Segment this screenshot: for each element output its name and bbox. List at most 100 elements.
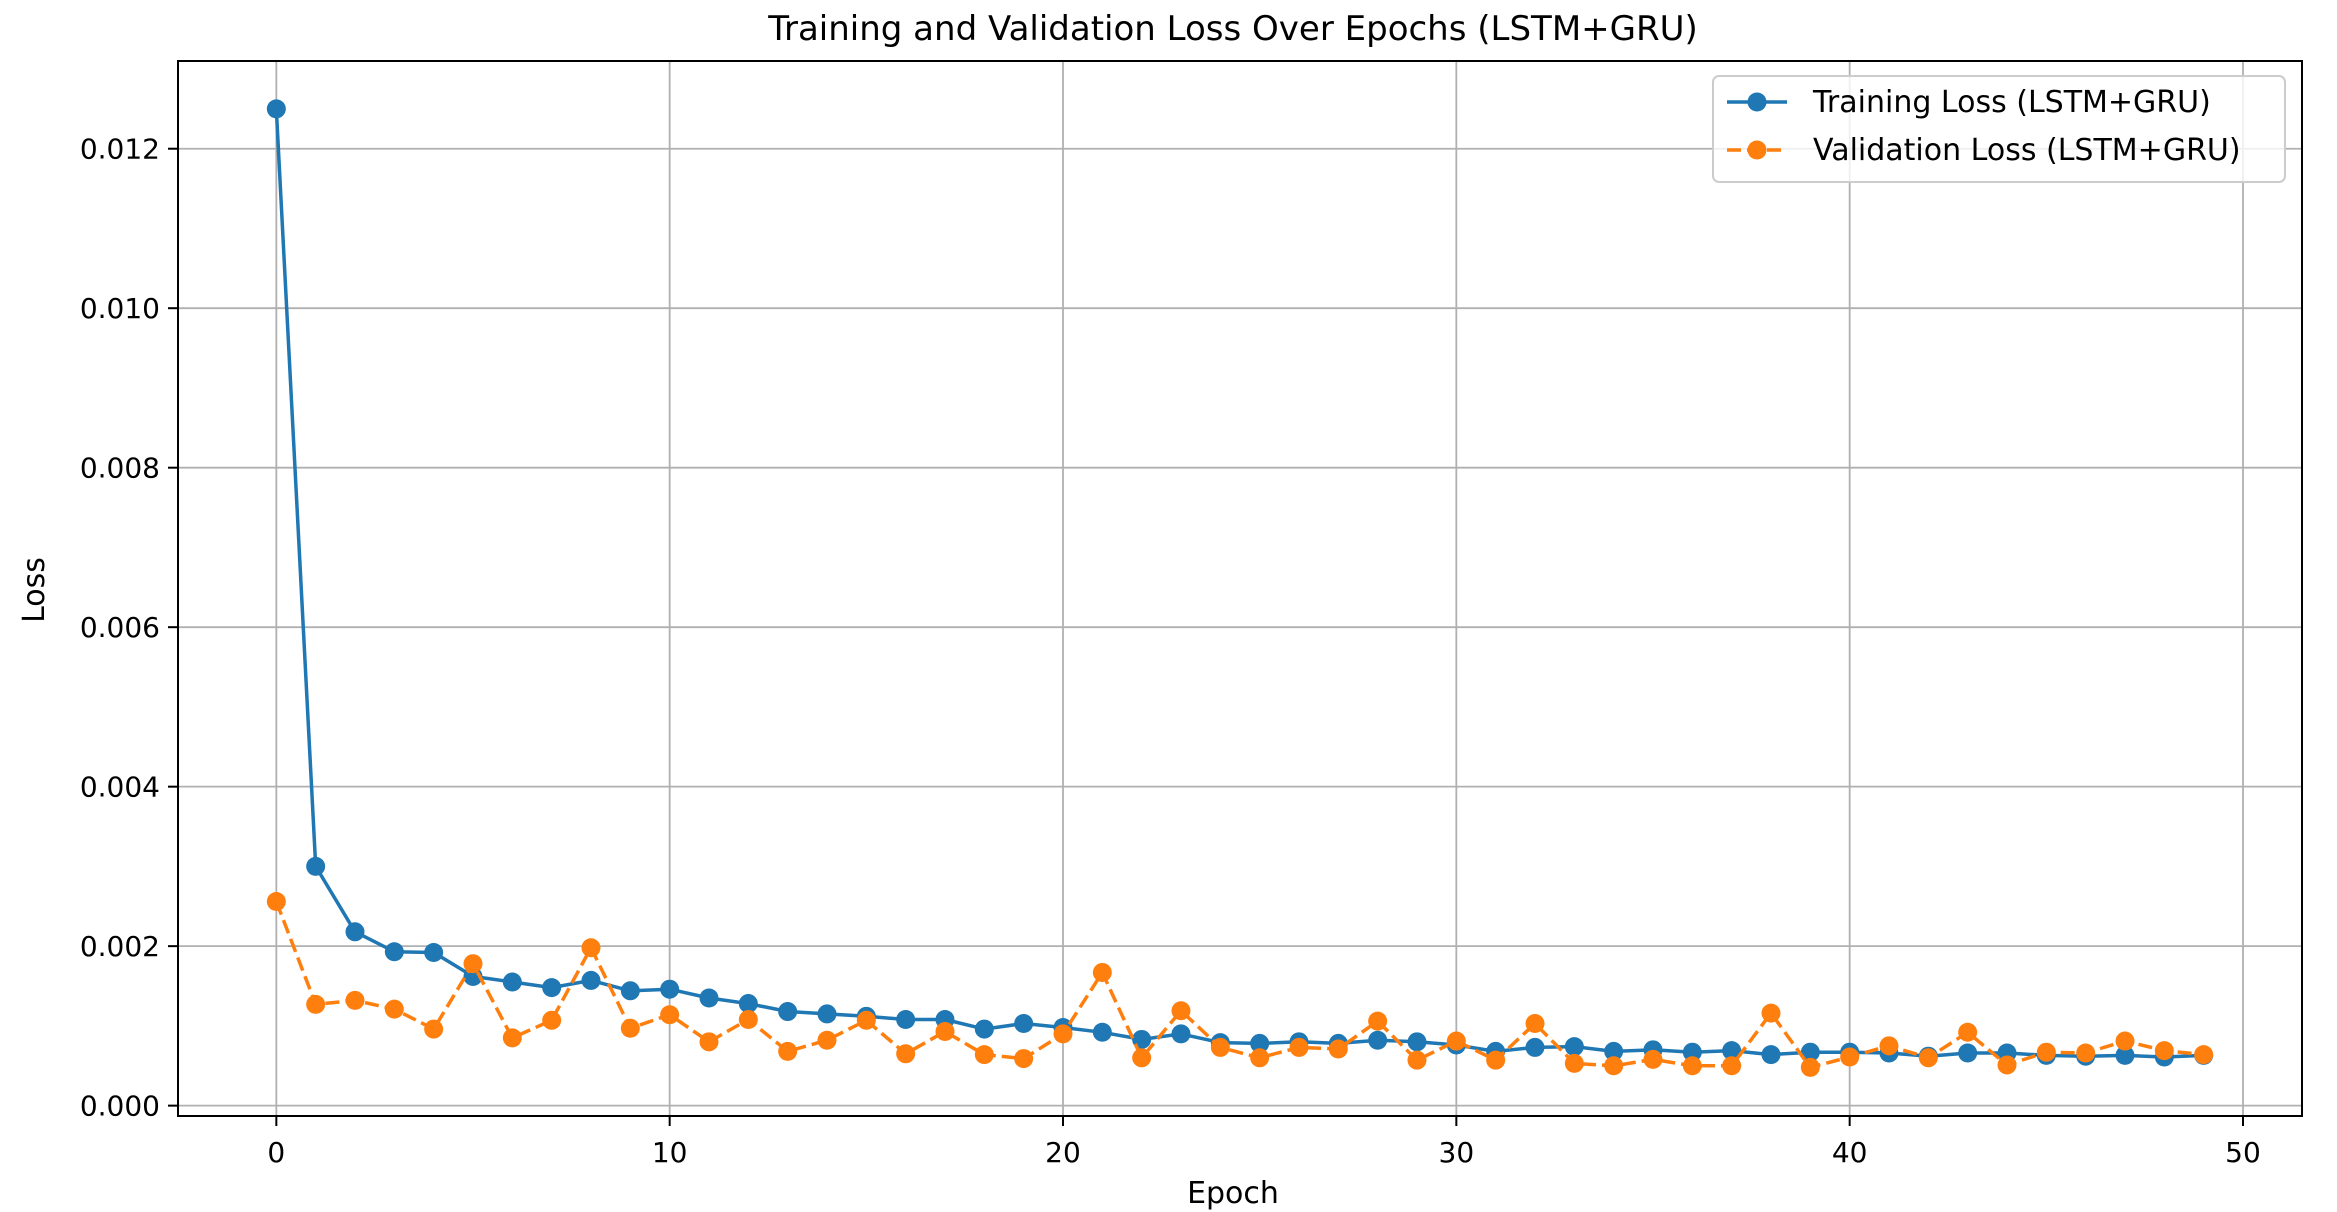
data-point [1289, 1037, 1309, 1057]
y-axis-label: Loss [17, 557, 52, 623]
data-point [1918, 1048, 1938, 1068]
legend-label: Training Loss (LSTM+GRU) [1812, 85, 2211, 120]
data-point [1486, 1050, 1506, 1070]
x-tick-label: 40 [1832, 1136, 1868, 1169]
data-point [581, 938, 601, 958]
data-point [463, 954, 483, 974]
series-line [274, 108, 2204, 1059]
data-point [1604, 1056, 1624, 1076]
data-point [266, 99, 286, 119]
data-point [660, 1005, 680, 1025]
data-point [1525, 1013, 1545, 1033]
data-point [1604, 1041, 1624, 1061]
data-point [1014, 1049, 1034, 1069]
data-point [1682, 1056, 1702, 1076]
data-point [1014, 1013, 1034, 1033]
data-point [974, 1019, 994, 1039]
y-tick-label: 0.010 [80, 292, 160, 325]
data-point [1682, 1042, 1702, 1062]
data-point [1407, 1032, 1427, 1052]
data-point [1761, 1045, 1781, 1065]
data-point [896, 1044, 916, 1064]
data-point [502, 972, 522, 992]
data-point [935, 1021, 955, 1041]
x-tick-label: 20 [1045, 1136, 1081, 1169]
data-point [1446, 1031, 1466, 1051]
legend-item: Training Loss (LSTM+GRU) [1727, 85, 2211, 120]
data-point [1368, 1030, 1388, 1050]
data-point [1840, 1047, 1860, 1067]
x-tick-label: 30 [1439, 1136, 1475, 1169]
data-point [384, 942, 404, 962]
data-point [581, 970, 601, 990]
y-tick-label: 0.002 [80, 930, 160, 963]
data-point [1171, 1001, 1191, 1021]
legend-marker [1747, 140, 1767, 160]
data-point [1250, 1048, 1270, 1068]
data-point [856, 1010, 876, 1030]
x-tick-label: 0 [267, 1136, 285, 1169]
data-point [778, 1041, 798, 1061]
data-point [502, 1028, 522, 1048]
data-point [1800, 1042, 1820, 1062]
data-point [1997, 1055, 2017, 1075]
data-point [345, 990, 365, 1010]
data-point [2154, 1041, 2174, 1061]
data-point [1328, 1039, 1348, 1059]
data-point [266, 891, 286, 911]
x-tick-label: 10 [652, 1136, 688, 1169]
data-point [620, 1018, 640, 1038]
series-1 [266, 99, 2214, 1067]
series-line [274, 900, 2204, 1070]
data-point [542, 978, 562, 998]
grid-lines [178, 61, 2302, 1116]
data-point [1879, 1036, 1899, 1056]
data-point [817, 1030, 837, 1050]
data-point [2194, 1045, 2214, 1065]
data-point [896, 1010, 916, 1030]
y-tick-label: 0.012 [80, 133, 160, 166]
data-point [1092, 1022, 1112, 1042]
data-point [778, 1002, 798, 1022]
data-point [974, 1045, 994, 1065]
data-point [1250, 1033, 1270, 1053]
x-axis: 0 10 20 30 40 50 [267, 1116, 2261, 1169]
data-point [1171, 1024, 1191, 1044]
legend-marker [1747, 92, 1767, 112]
chart-title: Training and Validation Loss Over Epochs… [767, 9, 1698, 49]
data-point [1368, 1011, 1388, 1031]
data-point [817, 1004, 837, 1024]
data-point [1092, 962, 1112, 982]
y-tick-label: 0.008 [80, 452, 160, 485]
data-point [699, 1032, 719, 1052]
data-point [1958, 1043, 1978, 1063]
series-layer [266, 99, 2214, 1077]
data-point [2115, 1045, 2135, 1065]
x-axis-label: Epoch [1187, 1176, 1279, 1211]
data-point [542, 1010, 562, 1030]
data-point [2036, 1042, 2056, 1062]
data-point [699, 988, 719, 1008]
data-point [660, 979, 680, 999]
data-point [306, 856, 326, 876]
data-point [1525, 1037, 1545, 1057]
data-point [2115, 1031, 2135, 1051]
data-point [2076, 1043, 2096, 1063]
data-point [1132, 1048, 1152, 1068]
data-point [1722, 1056, 1742, 1076]
data-point [1210, 1037, 1230, 1057]
data-point [1761, 1003, 1781, 1023]
data-point [1053, 1024, 1073, 1044]
series-2 [266, 891, 2214, 1077]
plot-frame [177, 60, 2303, 1117]
y-tick-label: 0.000 [80, 1090, 160, 1123]
y-axis: 0.000 0.002 0.004 0.006 0.008 0.010 0.012 [80, 133, 178, 1123]
x-tick-label: 50 [2225, 1136, 2261, 1169]
data-point [424, 1019, 444, 1039]
data-point [738, 994, 758, 1014]
legend-label: Validation Loss (LSTM+GRU) [1813, 133, 2241, 168]
data-point [738, 1010, 758, 1030]
data-point [1722, 1041, 1742, 1061]
data-point [1800, 1057, 1820, 1077]
